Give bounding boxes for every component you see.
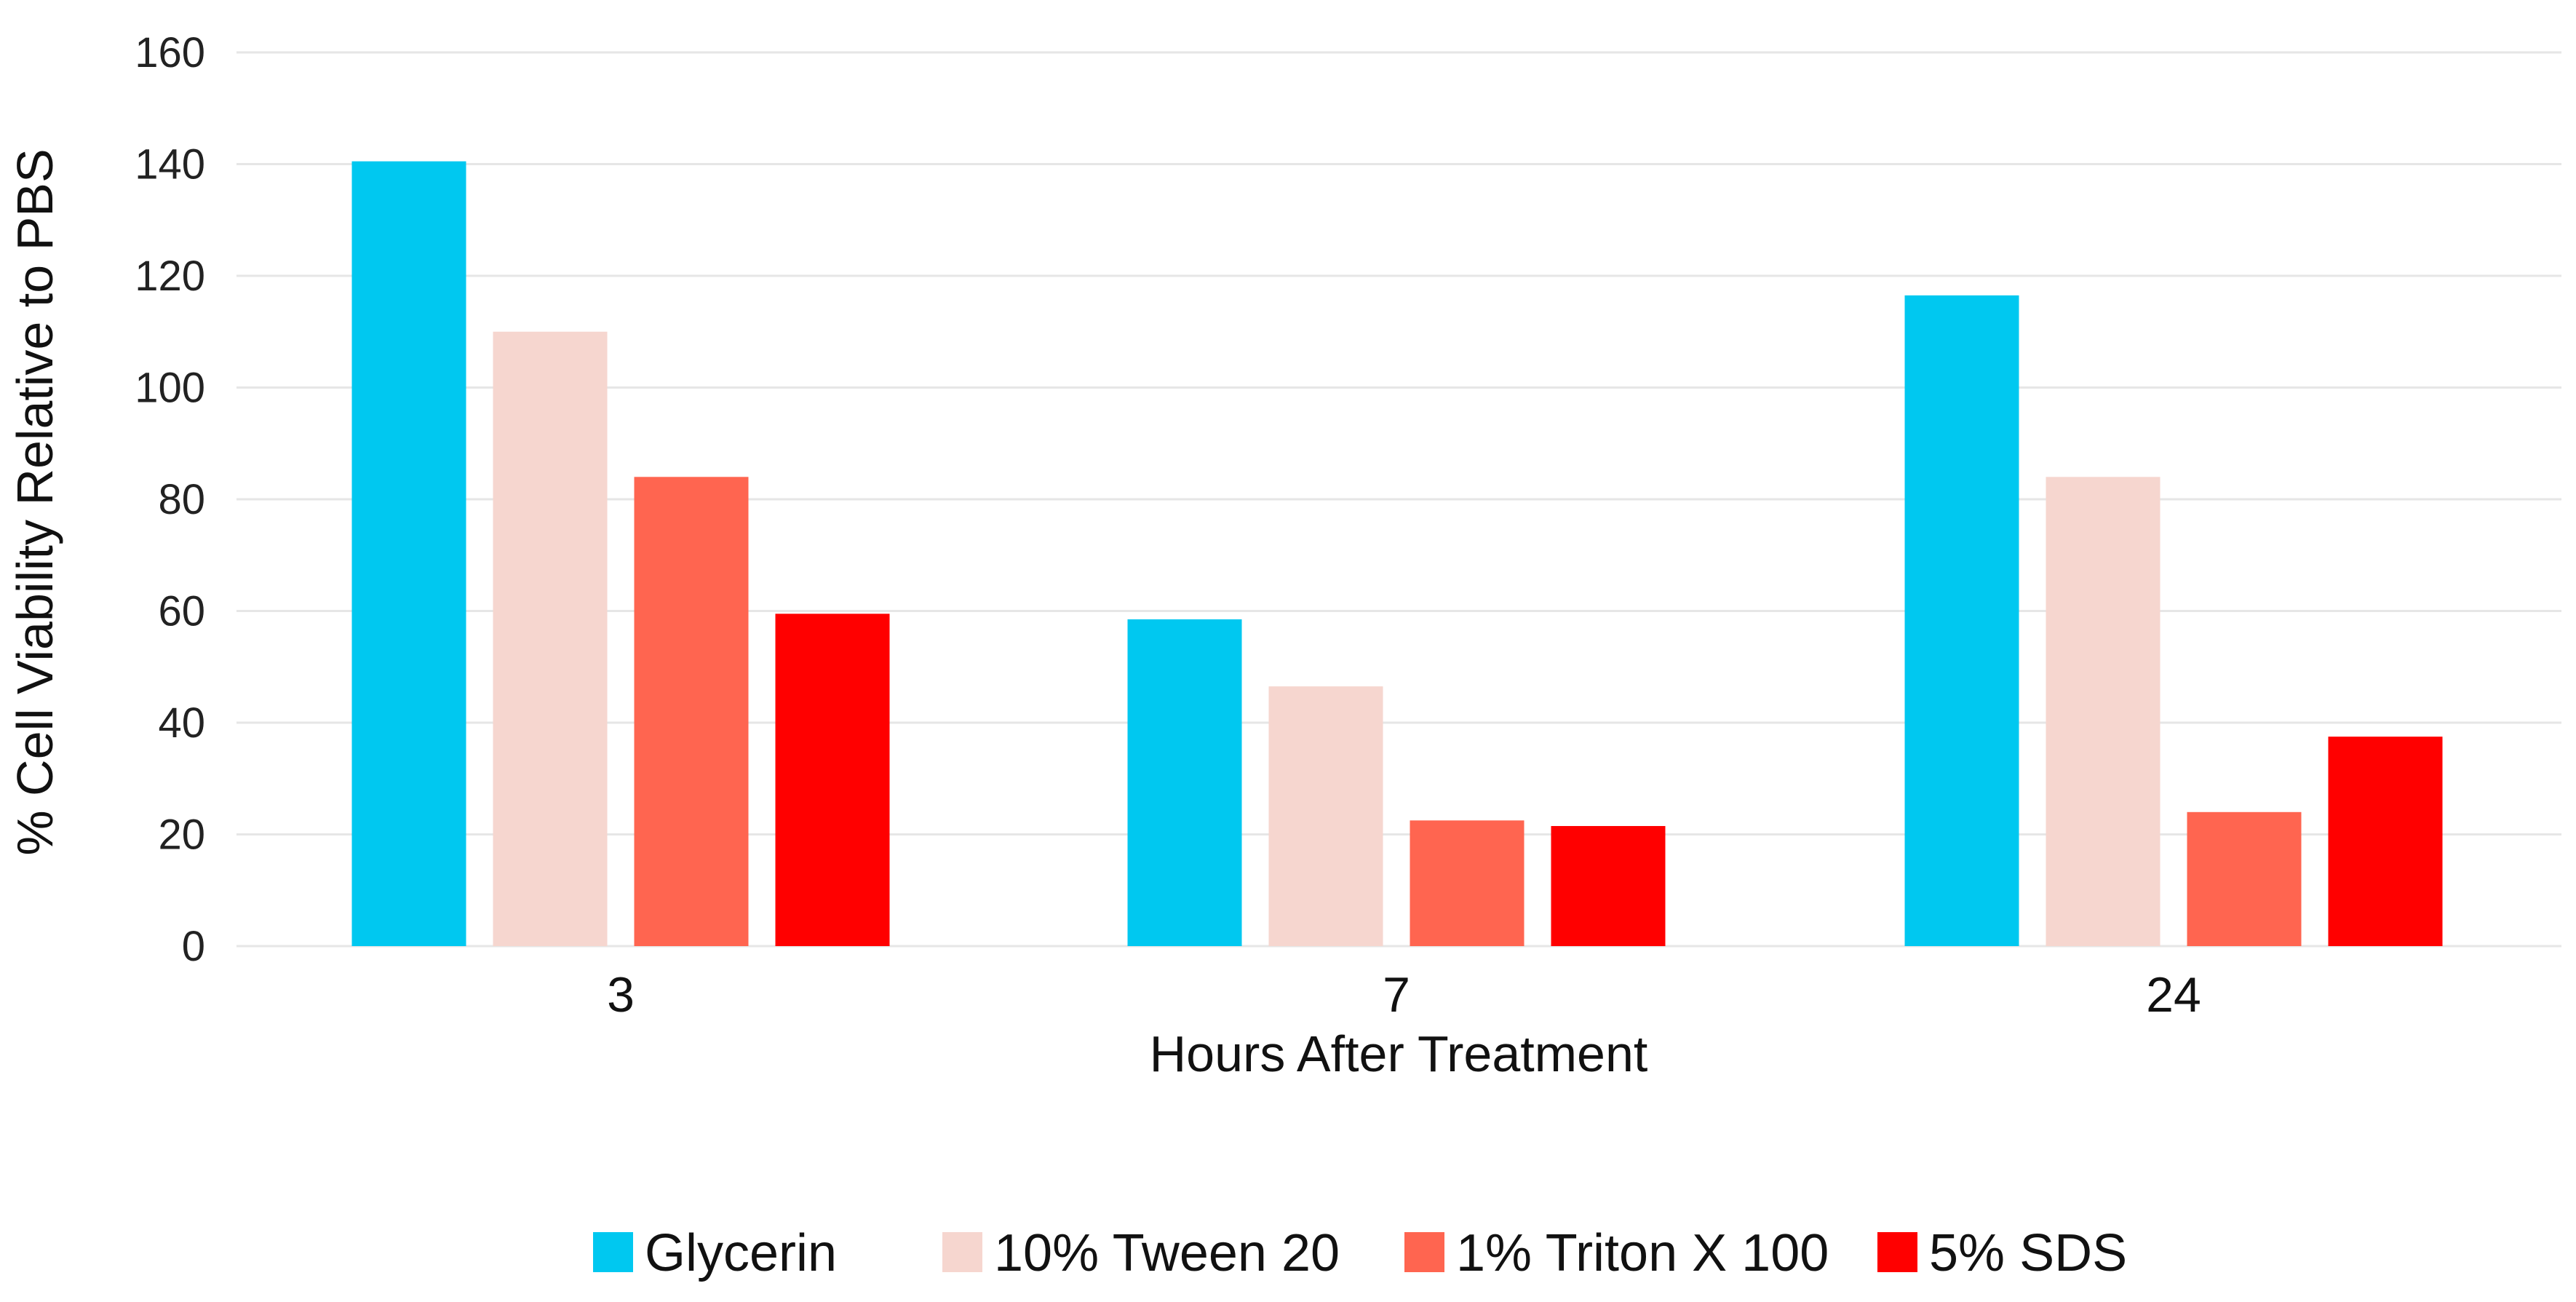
legend: Glycerin 10% Tween 20 1% Triton X 100 5% SD… xyxy=(593,1224,2127,1282)
bar-1-triton-x-100-7h xyxy=(1410,820,1524,946)
x-axis-title: Hours After Treatment xyxy=(1150,1025,1648,1082)
y-tick-label: 160 xyxy=(135,29,205,76)
legend-swatch xyxy=(942,1232,982,1272)
x-category-label: 7 xyxy=(1383,967,1410,1023)
y-axis-ticks: 0 20 40 60 80 100 120 140 160 xyxy=(135,29,205,970)
bar-1-triton-x-100-3h xyxy=(634,477,749,946)
y-tick-label: 60 xyxy=(158,588,205,635)
bar-glycerin-3h xyxy=(351,161,466,947)
legend-label: Glycerin xyxy=(645,1224,837,1282)
y-axis-title: % Cell Viability Relative to PBS xyxy=(7,148,63,855)
bar-10-tween-20-7h xyxy=(1268,686,1383,946)
y-tick-label: 0 xyxy=(182,923,205,970)
legend-label: 1% Triton X 100 xyxy=(1456,1224,1829,1282)
legend-label: 5% SDS xyxy=(1929,1224,2127,1282)
y-tick-label: 140 xyxy=(135,141,205,188)
x-axis-categories: 3 7 24 xyxy=(607,967,2201,1023)
legend-swatch xyxy=(593,1232,633,1272)
x-category-label: 24 xyxy=(2146,967,2201,1023)
bar-glycerin-24h xyxy=(1904,295,2019,946)
legend-label: 10% Tween 20 xyxy=(994,1224,1340,1282)
y-tick-label: 40 xyxy=(158,699,205,747)
bars xyxy=(351,161,2443,947)
gridlines xyxy=(236,51,2561,948)
bar-1-triton-x-100-24h xyxy=(2187,811,2302,946)
bar-glycerin-7h xyxy=(1127,619,1242,946)
y-tick-label: 100 xyxy=(135,365,205,412)
x-category-label: 3 xyxy=(607,967,635,1023)
y-tick-label: 20 xyxy=(158,811,205,859)
legend-swatch xyxy=(1877,1232,1917,1272)
legend-swatch xyxy=(1404,1232,1444,1272)
y-tick-label: 80 xyxy=(158,476,205,523)
y-tick-label: 120 xyxy=(135,253,205,300)
bar-5-sds-3h xyxy=(775,614,890,946)
bar-5-sds-24h xyxy=(2328,737,2443,946)
bar-5-sds-7h xyxy=(1551,825,1666,946)
bar-10-tween-20-24h xyxy=(2046,477,2160,946)
bar-10-tween-20-3h xyxy=(493,331,608,946)
